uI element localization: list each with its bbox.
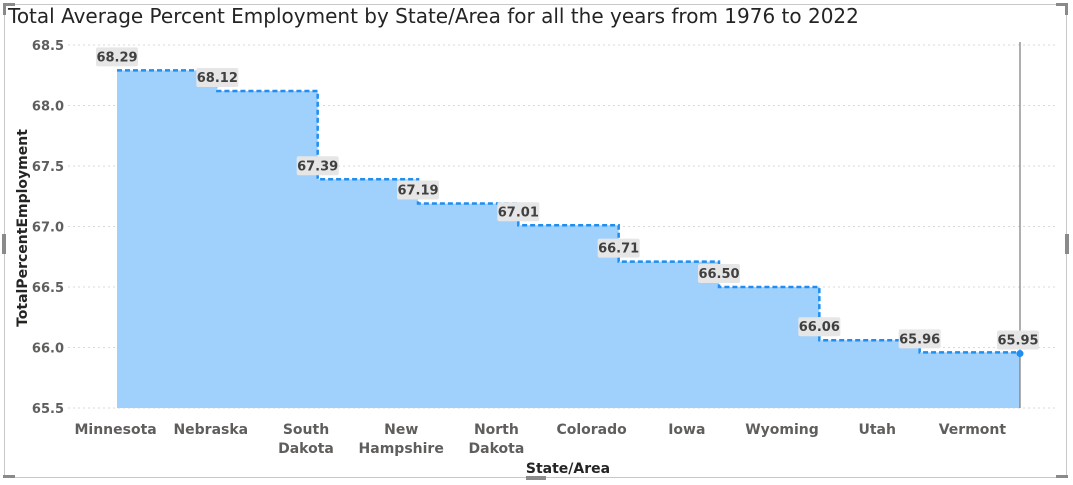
data-label: 65.96: [899, 332, 940, 347]
data-point[interactable]: [1016, 350, 1024, 358]
area-fill: [117, 70, 1020, 408]
data-label-background: [898, 329, 941, 349]
data-label-background: [997, 330, 1039, 350]
x-axis-title: State/Area: [526, 461, 610, 477]
x-tick-label: South: [283, 422, 329, 438]
y-tick-label: 65.5: [32, 402, 64, 417]
chart-title: Total Average Percent Employment by Stat…: [8, 4, 859, 28]
y-tick-label: 66.5: [32, 281, 64, 296]
x-tick-label: Colorado: [556, 422, 627, 438]
x-tick-label: Hampshire: [359, 441, 444, 457]
x-tick-label: Minnesota: [74, 422, 156, 438]
x-tick-label: Nebraska: [173, 422, 248, 438]
y-tick-label: 67.0: [32, 221, 64, 236]
data-label: 67.39: [297, 159, 338, 174]
x-tick-label: New: [384, 422, 418, 438]
data-label-background: [397, 180, 439, 200]
y-tick-label: 66.0: [32, 342, 64, 357]
data-label-background: [597, 238, 640, 258]
resize-handle-right[interactable]: [1065, 234, 1069, 254]
data-label: 66.06: [799, 320, 840, 335]
data-label-background: [196, 67, 239, 87]
x-tick-label: North: [474, 422, 519, 438]
resize-handle-bottom[interactable]: [526, 476, 546, 480]
data-label: 68.29: [96, 50, 137, 65]
resize-handle-top-right-vertical[interactable]: [1065, 3, 1068, 15]
x-tick-label: Vermont: [939, 422, 1007, 438]
y-tick-label: 68.5: [32, 39, 64, 54]
data-label: 67.19: [397, 184, 438, 199]
data-label-background: [96, 47, 138, 67]
data-label: 66.71: [598, 242, 639, 257]
x-tick-label: Dakota: [469, 441, 525, 457]
data-label: 68.12: [197, 71, 238, 86]
data-label: 65.95: [997, 334, 1038, 349]
y-tick-label: 68.0: [32, 100, 64, 115]
resize-handle-top-right[interactable]: [1056, 3, 1068, 6]
resize-handle-left[interactable]: [2, 234, 6, 254]
resize-handle-bottom-right[interactable]: [1056, 475, 1068, 478]
y-tick-label: 67.5: [32, 160, 64, 175]
data-label-background: [296, 156, 339, 176]
data-label: 66.50: [698, 267, 739, 282]
x-tick-label: Wyoming: [745, 422, 819, 438]
x-tick-label: Utah: [858, 422, 895, 438]
resize-handle-top-left-vertical[interactable]: [3, 3, 6, 15]
y-axis-title: TotalPercentEmployment: [15, 129, 31, 327]
data-label: 67.01: [498, 205, 539, 220]
data-label-background: [798, 317, 841, 337]
x-tick-label: Iowa: [668, 422, 705, 438]
resize-handle-top-left[interactable]: [3, 3, 15, 6]
x-tick-label: Dakota: [278, 441, 334, 457]
data-label-background: [497, 202, 540, 222]
resize-handle-bottom-left[interactable]: [3, 475, 15, 478]
data-label-background: [698, 264, 740, 283]
